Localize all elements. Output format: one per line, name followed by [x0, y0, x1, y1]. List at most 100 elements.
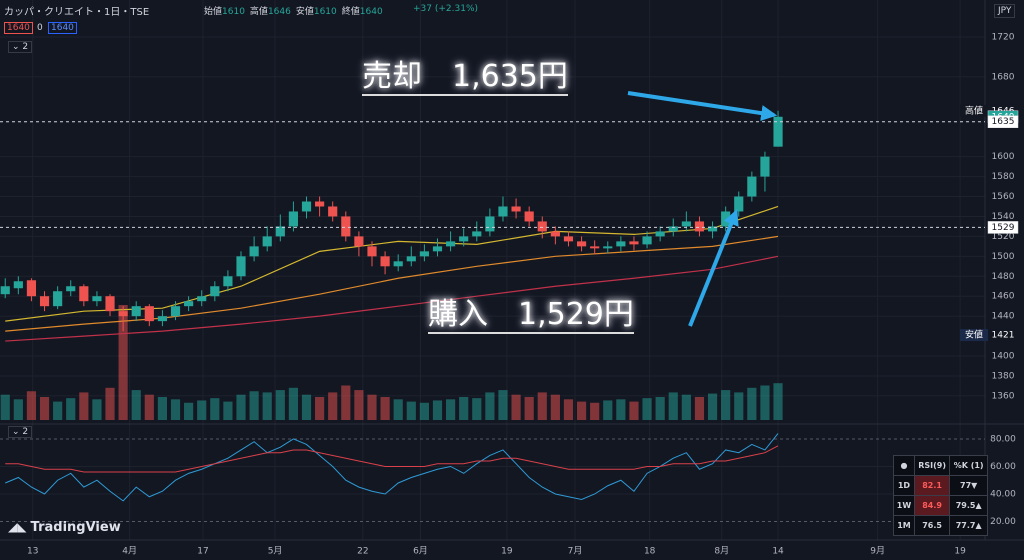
volume-bar: [236, 394, 246, 420]
volume-bar: [79, 392, 89, 420]
candle-body: [603, 246, 613, 249]
candle-body: [760, 156, 770, 177]
input[interactable]: 1640: [48, 22, 77, 34]
volume-bar: [223, 401, 233, 420]
pane-toggle[interactable]: ⌄ 2: [8, 426, 33, 438]
cell: 77.7▲: [949, 515, 988, 536]
candle-body: [53, 291, 63, 307]
candle-body: [524, 211, 534, 222]
volume-bar: [616, 399, 626, 420]
rsi-line: [5, 433, 779, 502]
price-tag: [988, 329, 1018, 342]
volume-bar: [760, 385, 770, 420]
volume-bar: [694, 397, 705, 420]
volume-bar: [275, 390, 285, 420]
y-tick-label: 1580: [992, 172, 1015, 182]
x-tick-label: 19: [501, 547, 513, 557]
candle-body: [406, 256, 416, 262]
header-cell: %K (1): [949, 455, 988, 476]
volume-bar: [315, 397, 325, 420]
volume-bar: [563, 399, 574, 420]
y-tick-label: 1600: [992, 152, 1015, 162]
volume-bar: [629, 401, 639, 420]
candle-body: [681, 221, 691, 227]
candle-body: [131, 306, 141, 317]
candle-body: [576, 241, 587, 247]
candle-body: [707, 226, 718, 232]
pane-toggle[interactable]: ⌄ 2: [8, 41, 33, 53]
volume-bar: [707, 393, 718, 420]
volume-bar: [485, 392, 495, 420]
price-tag: [987, 115, 1019, 128]
x-tick-label: 4月: [122, 546, 137, 557]
candle-body: [616, 241, 626, 247]
cell: 77▼: [949, 475, 988, 496]
y-tick-label: 1480: [992, 272, 1015, 282]
cell: 76.5: [913, 515, 951, 536]
volume-bar: [367, 394, 377, 420]
price-tag-label: 1635: [992, 117, 1015, 127]
ohlc: 始値1610 高値1646 安値1610 終値1640: [204, 4, 388, 17]
volume-bar: [432, 400, 443, 420]
volume-bar: [118, 305, 128, 420]
candle-body: [432, 246, 443, 252]
x-tick-label: 13: [27, 547, 38, 557]
x-tick-label: 6月: [413, 546, 428, 557]
volume-bar: [734, 392, 744, 420]
volume-bar: [341, 385, 351, 420]
volume-bar: [328, 392, 338, 420]
candle-body: [301, 201, 312, 212]
candle-body: [563, 236, 574, 242]
candle-body: [629, 241, 639, 245]
header-cell: RSI(9): [913, 455, 951, 476]
candle-body: [694, 221, 705, 232]
input[interactable]: 0: [37, 23, 43, 33]
volume-bar: [472, 398, 482, 420]
candle-body: [315, 201, 325, 207]
price-tag-name: 安値: [965, 329, 983, 341]
cell: 1D: [893, 475, 915, 496]
x-tick-label: 17: [197, 547, 208, 557]
input[interactable]: 1640: [4, 22, 33, 34]
candle-body: [511, 206, 521, 212]
y-tick-label: 1440: [992, 312, 1015, 322]
currency[interactable]: JPY: [994, 4, 1016, 18]
volume-bar: [590, 402, 600, 420]
candle-body: [223, 276, 233, 287]
volume-bar: [446, 399, 456, 420]
symbol[interactable]: カッパ・クリエイト・1日・TSE: [4, 7, 150, 18]
x-tick-label: 18: [644, 547, 656, 557]
candle-body: [105, 296, 115, 312]
candle-body: [773, 116, 783, 147]
y-tick-label: 1400: [992, 352, 1015, 362]
price-tag-name-bg: [960, 329, 988, 342]
y-tick-label: 1460: [992, 292, 1015, 302]
rsi-tick-label: 40.00: [990, 489, 1016, 499]
ohlc-label: 始値: [204, 7, 223, 17]
change: +37 (+2.31%): [413, 4, 479, 14]
candle-body: [66, 286, 76, 292]
volume-bar: [170, 399, 181, 420]
volume-bar: [288, 387, 298, 420]
y-tick-label: 1520: [992, 232, 1015, 242]
cell: 84.9: [913, 495, 951, 516]
arrow: [688, 209, 739, 327]
y-tick-label: 1380: [992, 371, 1015, 381]
candle-body: [275, 226, 285, 237]
logo[interactable]: ◢◣ TradingView: [8, 520, 121, 535]
price-tag-name: 高値: [965, 104, 983, 116]
candle-body: [734, 196, 744, 212]
count: 2: [22, 427, 29, 437]
annotation: 購入 1,529円: [428, 297, 634, 334]
volume-bar: [655, 397, 665, 420]
volume-bar: [406, 401, 416, 420]
volume-bar: [105, 387, 115, 420]
candle-body: [92, 296, 102, 302]
volume-bar: [642, 398, 652, 420]
candle-body: [170, 306, 181, 317]
x-tick-label: 8月: [714, 546, 729, 557]
candle-body: [354, 236, 364, 247]
volume-bar: [419, 402, 429, 420]
ohlc-value: 1610: [313, 7, 337, 17]
candle-body: [39, 296, 50, 307]
